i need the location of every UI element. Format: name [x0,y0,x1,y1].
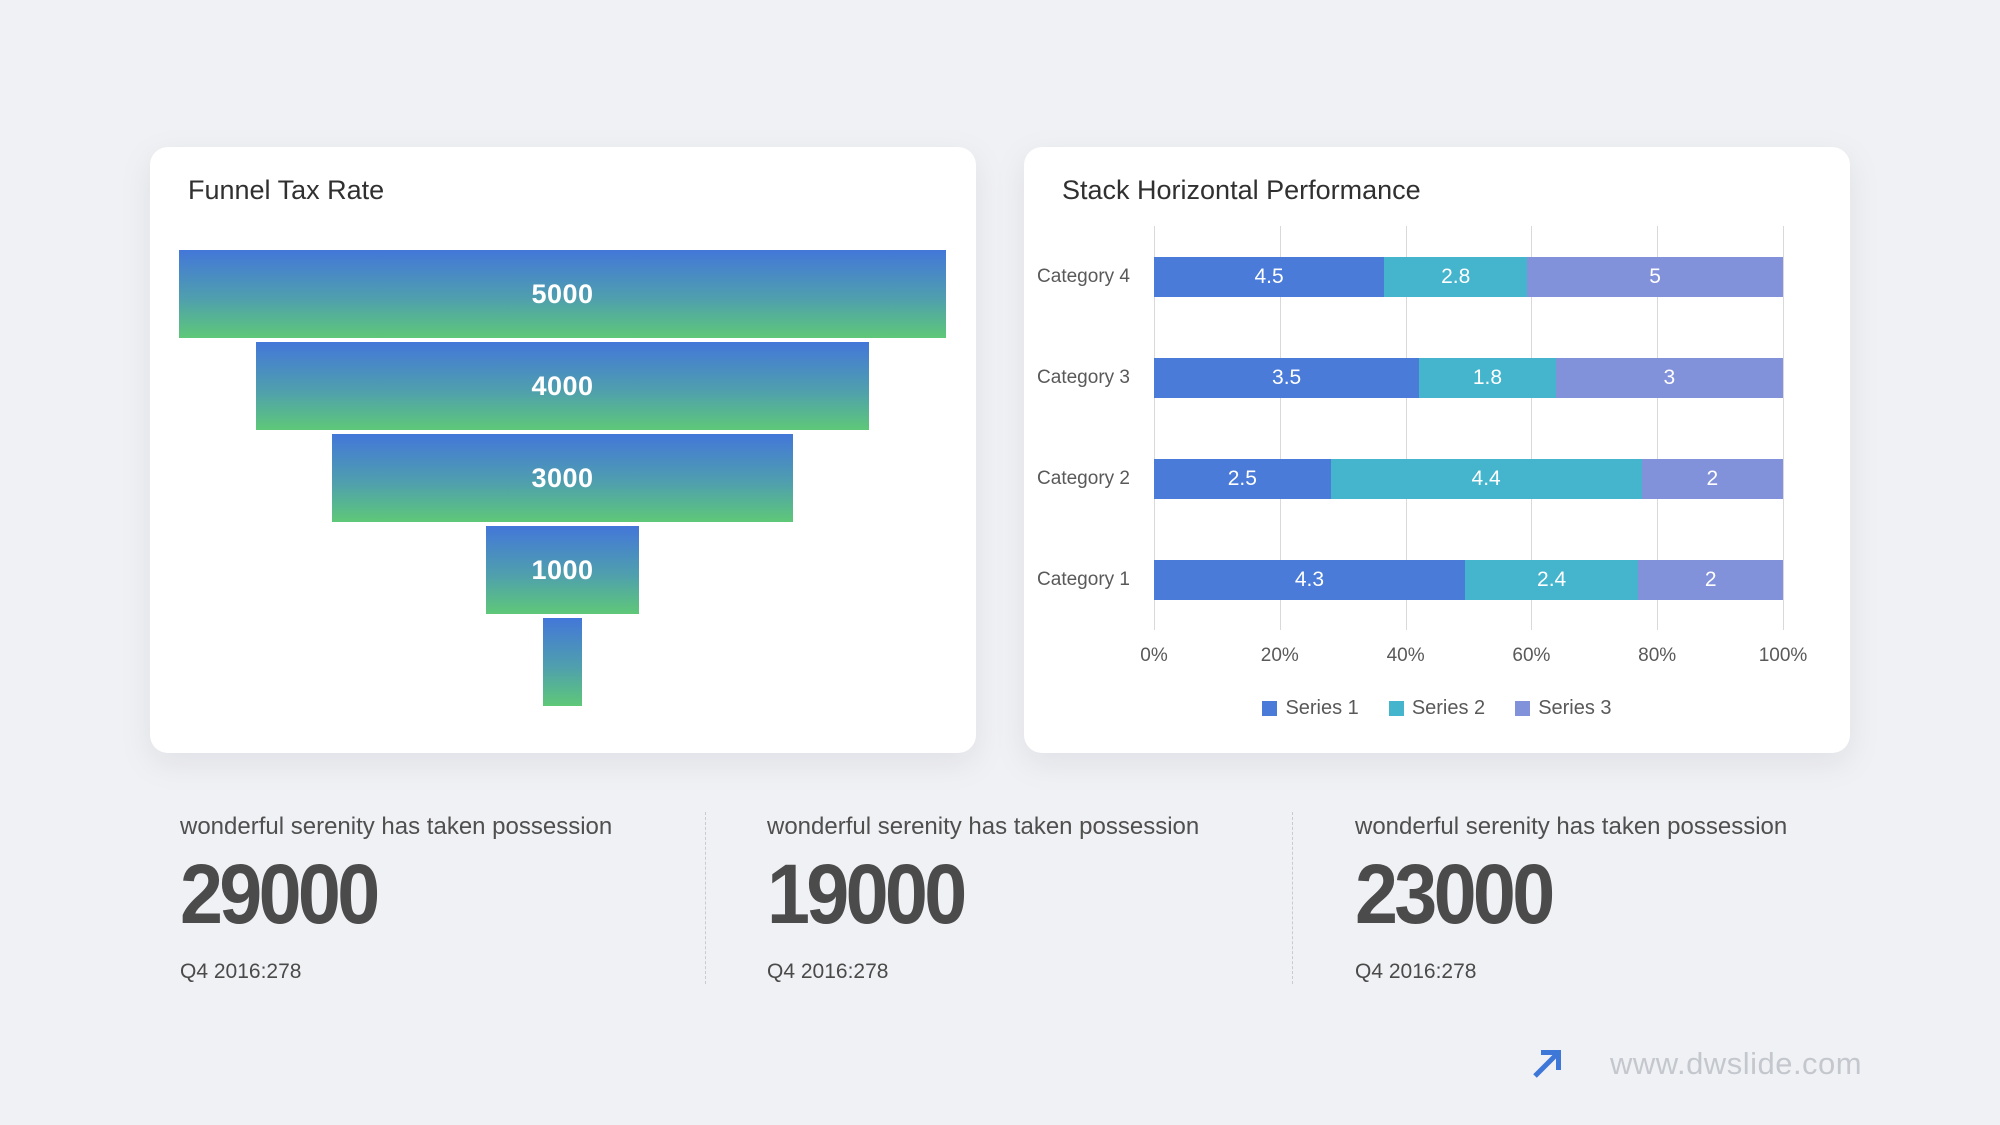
funnel-bar-value-label: 5000 [531,278,594,309]
bar-segment-series-1: 2.5 [1154,459,1331,499]
stat-sub: Q4 2016:278 [767,960,889,983]
x-tick-label: 80% [1638,645,1677,666]
x-axis: 0% 20% 40% 60% 80% 100% [1140,645,1807,671]
gridline [1405,226,1407,630]
bar-segment-series-1: 3.5 [1154,358,1420,398]
segment-value-label: 4.4 [1471,467,1501,490]
stacked-bar-plot: 4.5 2.8 5 3.5 1.8 3 2.5 4.4 2 4.3 2.4 2 [1154,226,1784,630]
segment-value-label: 5 [1649,265,1661,288]
stat-block: wonderful serenity has taken possession 1… [767,812,1237,984]
stat-label: wonderful serenity has taken possession [1355,813,1788,840]
stat-label: wonderful serenity has taken possession [180,813,613,840]
stacked-bar-card-title: Stack Horizontal Performance [1062,175,1421,205]
bar-segment-series-1: 4.5 [1154,257,1385,297]
category-label: Category 4 [1037,266,1130,287]
segment-value-label: 2.8 [1441,265,1471,288]
bar-segment-series-2: 1.8 [1419,358,1556,398]
legend-label: Series 3 [1538,697,1612,719]
gridline [1531,226,1533,630]
category-label: Category 3 [1037,367,1130,388]
stacked-bar-row: 2.5 4.4 2 [1154,459,1783,499]
stat-block: wonderful serenity has taken possession 2… [180,812,650,984]
gridline [1154,226,1155,630]
legend-item: Series 1 [1262,697,1359,720]
stacked-bar-card: Stack Horizontal Performance 4.5 2.8 5 3.5 1… [1024,147,1850,753]
funnel-bar-value-label: 4000 [531,370,594,401]
funnel-card-title: Funnel Tax Rate [188,175,385,205]
legend-label: Series 2 [1411,697,1486,719]
legend-swatch [1262,701,1278,716]
chart-legend: Series 1 Series 2 Series 3 [1024,697,1850,720]
segment-value-label: 2 [1706,467,1719,490]
legend-swatch [1515,701,1531,716]
bar-segment-series-1: 4.3 [1154,560,1465,600]
stat-value: 23000 [1355,847,1555,941]
funnel-chart: 5000 4000 3000 1000 [179,250,946,706]
stat-block: wonderful serenity has taken possession 2… [1355,812,1825,984]
x-tick-label: 20% [1260,645,1299,666]
legend-item: Series 2 [1388,697,1486,720]
x-tick-label: 0% [1140,645,1168,666]
stacked-bar-row: 3.5 1.8 3 [1154,358,1783,398]
bar-segment-series-3: 3 [1555,358,1783,398]
x-tick-label: 60% [1512,645,1551,666]
funnel-bar: 1000 [485,526,640,614]
stat-value: 29000 [180,847,380,941]
funnel-bar: 3000 [332,434,793,522]
funnel-bar-value-label: 1000 [531,554,594,585]
stat-divider [705,812,706,984]
funnel-bar-value-label: 3000 [531,462,594,493]
stacked-bar-row: 4.5 2.8 5 [1154,257,1783,297]
segment-value-label: 2.4 [1537,568,1567,591]
stat-divider [1292,812,1293,984]
segment-value-label: 3.5 [1272,366,1302,389]
legend-swatch [1388,701,1404,716]
segment-value-label: 3 [1663,366,1676,389]
funnel-bar [542,618,583,706]
funnel-card: Funnel Tax Rate 5000 4000 3000 1000 [150,147,976,753]
stat-sub: Q4 2016:278 [1355,960,1477,983]
x-tick-label: 40% [1386,645,1425,666]
stat-label: wonderful serenity has taken possession [767,813,1200,840]
footer: www.dwslide.com [1530,1046,1862,1082]
segment-value-label: 4.3 [1294,568,1325,591]
segment-value-label: 2 [1704,568,1717,591]
arrow-up-right-icon [1533,1050,1561,1078]
stat-sub: Q4 2016:278 [180,960,302,983]
legend-label: Series 1 [1285,697,1359,719]
gridline [1657,226,1659,630]
website-url: www.dwslide.com [1610,1046,1863,1081]
segment-value-label: 1.8 [1472,366,1503,389]
bar-segment-series-3: 5 [1527,257,1783,297]
category-label: Category 1 [1037,569,1130,590]
gridline [1783,226,1784,630]
gridline [1279,226,1281,630]
stat-value: 19000 [767,847,967,941]
segment-value-label: 4.5 [1254,265,1284,288]
funnel-bar: 4000 [255,342,870,430]
bar-segment-series-2: 4.4 [1330,459,1642,499]
bar-segment-series-2: 2.4 [1464,560,1639,600]
funnel-bar: 5000 [179,250,946,338]
category-label: Category 2 [1037,468,1130,489]
stacked-bar-row: 4.3 2.4 2 [1154,560,1783,600]
legend-item: Series 3 [1515,697,1612,720]
bar-segment-series-2: 2.8 [1384,257,1528,297]
bar-segment-series-3: 2 [1641,459,1783,499]
segment-value-label: 2.5 [1227,467,1257,490]
x-tick-label: 100% [1758,645,1808,666]
bar-segment-series-3: 2 [1638,560,1783,600]
